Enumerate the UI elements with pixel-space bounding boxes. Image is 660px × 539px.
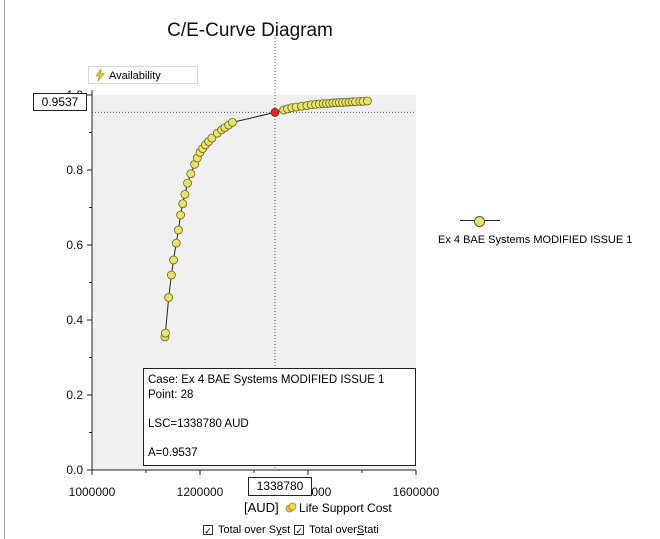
x-tick-label: 1000000 xyxy=(69,485,116,499)
option-label-pre: Total over xyxy=(309,524,357,536)
x-tick-label: 1600000 xyxy=(393,485,440,499)
tooltip-availability: A=0.9537 xyxy=(148,447,198,459)
coins-icon xyxy=(285,502,297,513)
y-tick-label: 0.6 xyxy=(66,238,83,252)
option-label-pre: Total over S xyxy=(218,524,277,536)
option-label-post: st xyxy=(281,524,291,536)
chart-title: C/E-Curve Diagram xyxy=(167,20,333,41)
point-tooltip: Case: Ex 4 BAE Systems MODIFIED ISSUE 1 … xyxy=(143,368,416,466)
legend-entry: Ex 4 BAE Systems MODIFIED ISSUE 1 xyxy=(438,234,633,246)
x-tick-label: 1200000 xyxy=(177,485,224,499)
data-point xyxy=(183,178,192,188)
option-label-accel: y xyxy=(276,524,282,536)
x-axis-unit: [AUD] xyxy=(244,500,279,515)
checkbox-check-icon[interactable]: ✓ xyxy=(294,525,305,536)
y-tick-label: 0.8 xyxy=(66,163,83,177)
data-point xyxy=(166,270,176,280)
cursor-x-readout: 1338780 xyxy=(248,477,312,496)
checkbox-check-icon[interactable]: ✓ xyxy=(203,525,213,536)
y-axis-label: Availability xyxy=(109,70,161,82)
y-axis-title: Availability xyxy=(88,66,198,84)
x-axis-title: [AUD] Life Support Cost xyxy=(244,500,392,515)
y-tick-label: 0.0 xyxy=(66,463,83,477)
data-point xyxy=(161,328,170,338)
data-point xyxy=(173,225,183,235)
tooltip-lsc: LSC=1338780 AUD xyxy=(148,418,249,430)
legend-marker xyxy=(460,216,520,227)
data-point xyxy=(207,133,217,143)
chart-window xyxy=(4,0,660,539)
data-point xyxy=(176,210,185,220)
option-label-accel: S xyxy=(356,524,365,536)
data-point xyxy=(186,169,196,179)
data-point xyxy=(227,117,237,127)
data-point xyxy=(169,255,178,265)
legend: Ex 4 BAE Systems MODIFIED ISSUE 1 xyxy=(438,216,632,246)
data-point xyxy=(178,199,188,209)
data-point xyxy=(180,189,190,199)
data-point xyxy=(164,293,174,302)
tooltip-case: Case: Ex 4 BAE Systems MODIFIED ISSUE 1 xyxy=(148,374,385,386)
tooltip-point: Point: 28 xyxy=(148,389,194,401)
y-tick-label: 0.4 xyxy=(66,313,83,327)
option-label-post: tati xyxy=(364,524,379,536)
data-point xyxy=(362,96,372,106)
y-tick-label: 0.2 xyxy=(66,388,83,402)
data-point xyxy=(171,238,181,248)
x-axis-label: Life Support Cost xyxy=(299,501,392,515)
selected-data-point xyxy=(270,107,280,117)
cursor-y-readout: 0.9537 xyxy=(33,93,87,111)
